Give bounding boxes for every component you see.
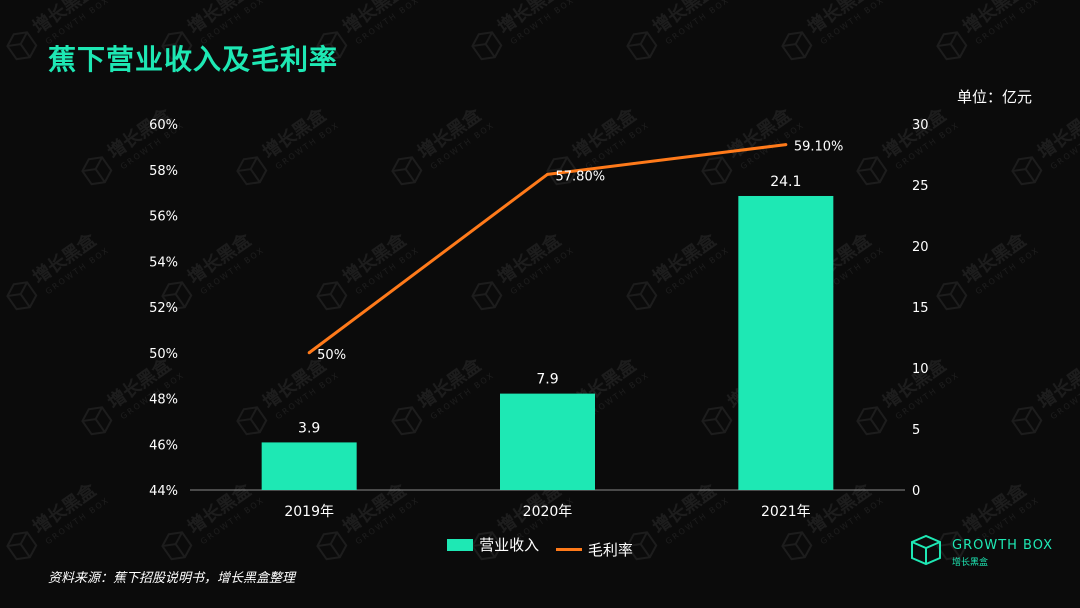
watermark-box-icon xyxy=(391,156,423,186)
logo-text: GROWTH BOX xyxy=(952,538,1054,553)
line-point-gross-margin xyxy=(307,351,311,355)
legend-item-margin: 毛利率 xyxy=(555,539,633,560)
y-left-tick-label: 46% xyxy=(149,438,178,453)
watermark-box-icon xyxy=(856,406,888,436)
watermark-box-icon xyxy=(6,281,38,311)
watermark-box-icon xyxy=(161,31,193,61)
watermark-box-icon xyxy=(316,31,348,61)
source-note: 资料来源：蕉下招股说明书，增长黑盒整理 xyxy=(48,571,296,586)
y-right-tick-label: 20 xyxy=(912,240,929,255)
growth-box-logo: GROWTH BOX 增长黑盒 xyxy=(908,534,1058,570)
watermark-box-icon xyxy=(161,281,193,311)
logo-subtext: 增长黑盒 xyxy=(952,558,989,568)
watermark-box-icon xyxy=(936,31,968,61)
y-left-tick-label: 52% xyxy=(149,301,178,316)
line-data-label: 59.10% xyxy=(794,140,844,155)
watermark-box-icon xyxy=(471,281,503,311)
bar-revenue xyxy=(261,442,357,490)
watermark-box-icon xyxy=(316,281,348,311)
y-left-tick-label: 48% xyxy=(149,393,178,408)
legend-label-margin: 毛利率 xyxy=(587,540,633,559)
bar-data-label: 24.1 xyxy=(770,174,801,190)
legend-swatch-bar xyxy=(447,538,474,551)
bar-revenue xyxy=(738,195,834,491)
y-left-tick-label: 44% xyxy=(149,484,178,499)
watermark-box-icon xyxy=(626,31,658,61)
watermark-box-icon xyxy=(856,156,888,186)
watermark-box-icon xyxy=(936,531,968,561)
box-logo-icon xyxy=(911,534,941,566)
watermark-box-icon xyxy=(6,531,38,561)
y-right-tick-label: 25 xyxy=(912,179,929,194)
x-tick-label: 2021年 xyxy=(761,504,811,520)
page-title: 蕉下营业收入及毛利率 xyxy=(48,43,339,76)
watermark-box-icon xyxy=(81,406,113,436)
bar-revenue xyxy=(500,393,595,490)
y-left-tick-label: 56% xyxy=(149,210,178,225)
y-right-tick-label: 0 xyxy=(912,484,920,499)
line-data-label: 50% xyxy=(317,348,346,363)
watermark-box-icon xyxy=(6,31,38,61)
watermark-box-icon xyxy=(781,31,813,61)
watermark-box-icon xyxy=(936,281,968,311)
y-left-tick-label: 54% xyxy=(149,255,178,270)
y-left-tick-label: 50% xyxy=(149,347,178,362)
watermark-box-icon xyxy=(471,31,503,61)
watermark-box-icon xyxy=(701,406,733,436)
y-right-tick-label: 5 xyxy=(912,423,920,438)
x-tick-label: 2019年 xyxy=(284,504,334,520)
watermark-box-icon xyxy=(471,531,503,561)
watermark-box-icon xyxy=(236,156,268,186)
unit-label: 单位：亿元 xyxy=(956,88,1032,106)
watermark-box-icon xyxy=(1011,406,1043,436)
bar-data-label: 7.9 xyxy=(536,372,558,388)
y-right-tick-label: 10 xyxy=(912,362,929,377)
bar-data-label: 3.9 xyxy=(298,420,320,436)
y-right-tick-label: 15 xyxy=(912,301,929,316)
legend-item-revenue: 营业收入 xyxy=(447,534,539,555)
watermark-box-icon xyxy=(701,156,733,186)
watermark-box-icon xyxy=(626,281,658,311)
legend-label-revenue: 营业收入 xyxy=(479,536,540,554)
watermark-box-icon xyxy=(391,406,423,436)
line-point-gross-margin xyxy=(784,143,788,147)
watermark-box-icon xyxy=(316,531,348,561)
legend-swatch-line xyxy=(555,547,582,551)
x-tick-label: 2020年 xyxy=(523,504,573,520)
watermark-box-icon xyxy=(781,531,813,561)
line-point-gross-margin xyxy=(546,172,549,176)
watermark-box-icon xyxy=(626,531,658,561)
watermark-box-icon xyxy=(1011,156,1043,186)
watermark-box-icon xyxy=(161,531,193,561)
watermark-box-icon xyxy=(81,156,113,186)
y-left-tick-label: 58% xyxy=(149,164,178,179)
y-right-tick-label: 30 xyxy=(912,118,929,133)
legend: 营业收入 毛利率 xyxy=(0,534,1080,560)
watermark-box-icon xyxy=(236,406,268,436)
line-data-label: 57.80% xyxy=(556,169,606,184)
y-left-tick-label: 60% xyxy=(149,118,178,133)
